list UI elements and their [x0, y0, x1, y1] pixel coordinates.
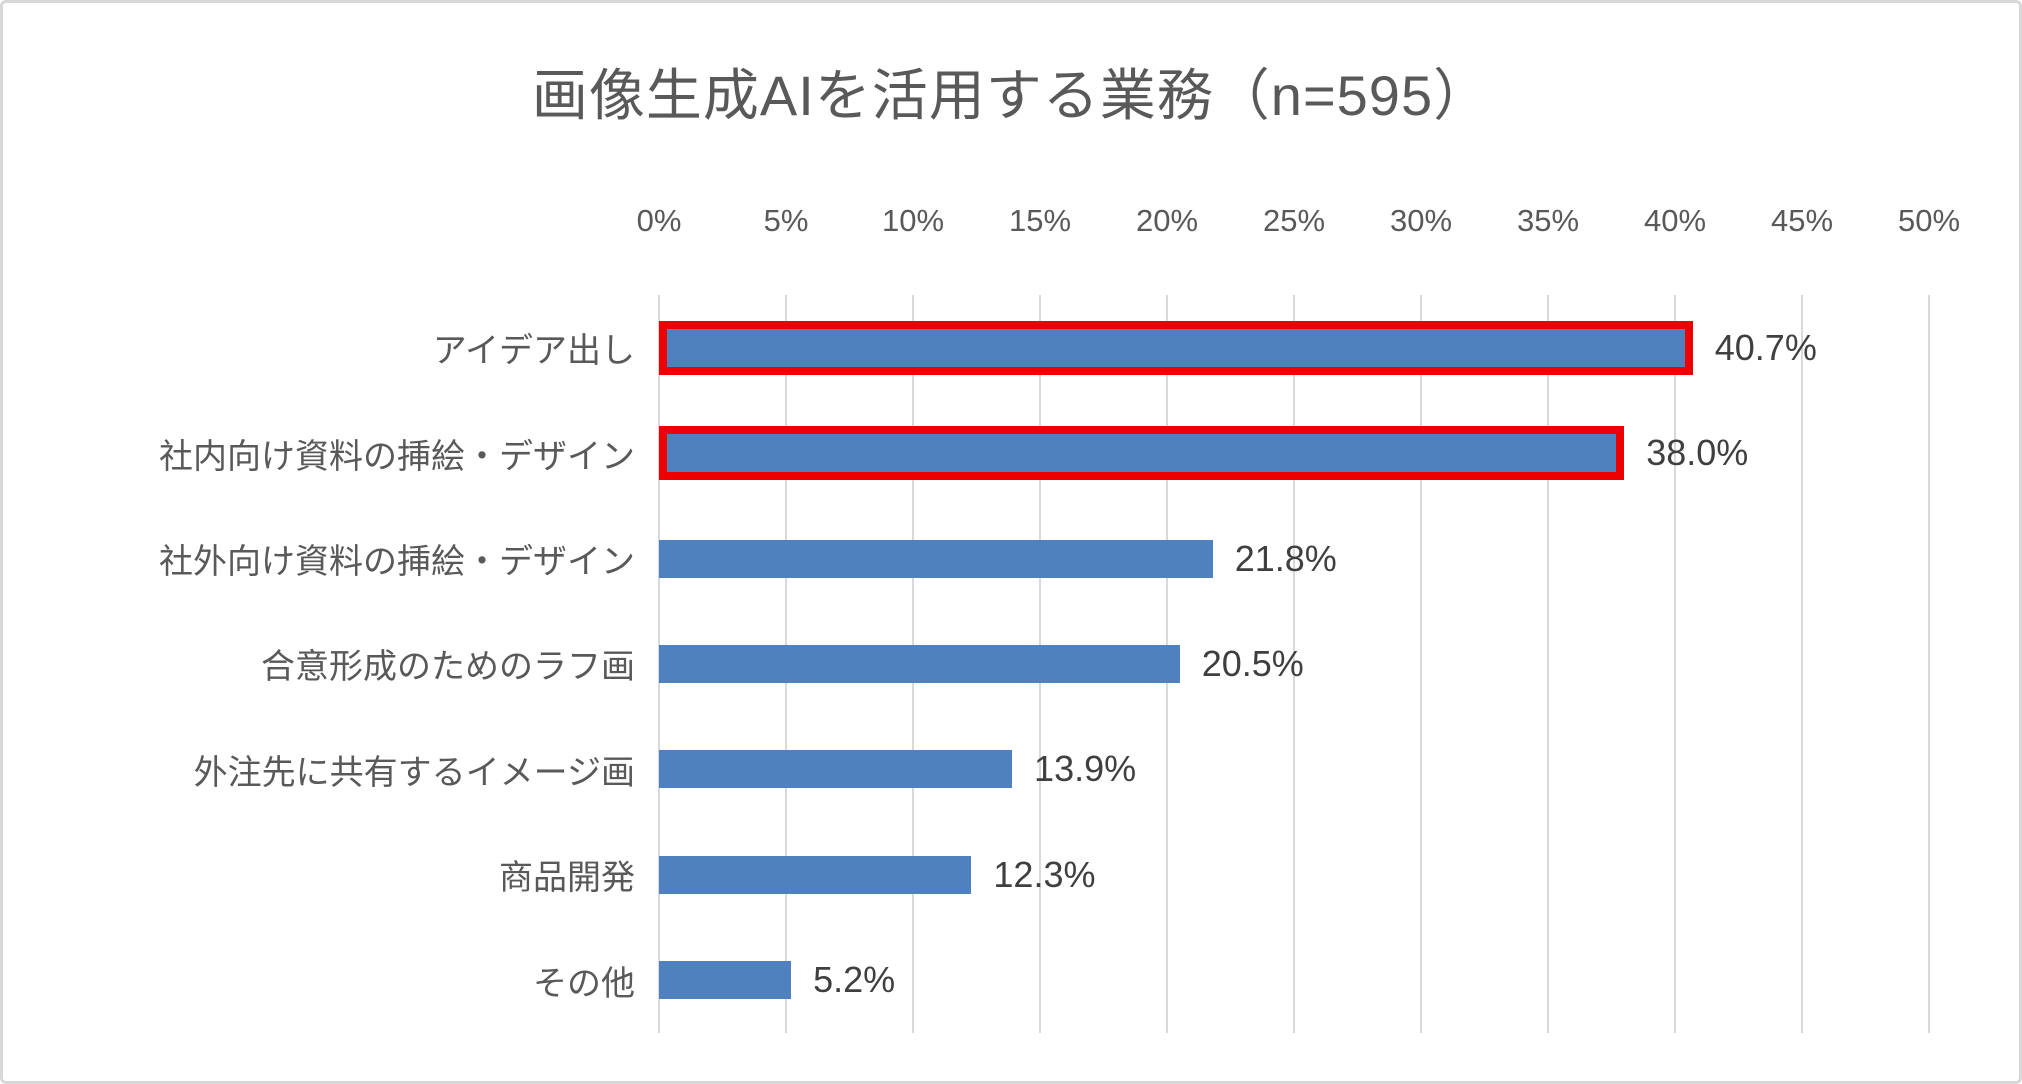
category-label: 外注先に共有するイメージ画 — [193, 753, 635, 792]
bar-value-label: 13.9% — [1034, 748, 1137, 790]
bar — [659, 320, 1693, 375]
bar-row: 12.3% — [659, 822, 1929, 927]
gridline — [1293, 295, 1295, 1033]
category-label: 社内向け資料の挿絵・デザイン — [159, 437, 635, 476]
category-label: 社外向け資料の挿絵・デザイン — [159, 543, 635, 582]
plot-area: 40.7% 38.0% 21.8% 20.5% 13.9% 12.3% 5.2% — [658, 295, 1930, 1033]
bar-value-label: 21.8% — [1234, 537, 1337, 579]
bar — [659, 426, 1625, 481]
bar-row: 21.8% — [659, 506, 1929, 611]
bar-value-label: 20.5% — [1201, 642, 1304, 684]
gridline — [1674, 295, 1676, 1033]
x-tick-label: 45% — [1770, 203, 1834, 238]
bar-row: 5.2% — [659, 928, 1929, 1033]
bar-rows: 40.7% 38.0% 21.8% 20.5% 13.9% 12.3% 5.2% — [659, 295, 1929, 1033]
x-axis: 0% 5% 10% 15% 20% 25% 30% 35% 40% 45% 50% — [637, 203, 1960, 251]
gridline — [1801, 295, 1803, 1033]
x-tick-label: 35% — [1516, 203, 1580, 238]
x-tick-label: 0% — [636, 203, 682, 238]
y-axis-category-labels: アイデア出し社内向け資料の挿絵・デザイン 社外向け資料の挿絵・デザイン合意形成のた… — [23, 295, 635, 1033]
bar-value-label: 12.3% — [993, 853, 1096, 895]
bar-row: 20.5% — [659, 611, 1929, 716]
gridline — [1420, 295, 1422, 1033]
category-label: アイデア出し — [432, 332, 635, 371]
category-label: 商品開発 — [499, 859, 635, 898]
x-tick-label: 50% — [1897, 203, 1961, 238]
gridline — [1547, 295, 1549, 1033]
x-tick-label: 30% — [1389, 203, 1453, 238]
bar-value-label: 40.7% — [1714, 326, 1817, 368]
category-label: 合意形成のためのラフ画 — [261, 648, 635, 687]
bar — [659, 855, 972, 894]
x-tick-label: 25% — [1262, 203, 1326, 238]
x-tick-label: 5% — [763, 203, 809, 238]
x-tick-label: 20% — [1135, 203, 1199, 238]
category-label: その他 — [533, 964, 635, 1003]
bar-value-label: 38.0% — [1646, 432, 1749, 474]
x-tick-label: 10% — [881, 203, 945, 238]
chart-title: 画像生成AIを活用する業務（n=595） — [531, 64, 1491, 127]
bar — [659, 644, 1180, 683]
x-tick-label: 15% — [1008, 203, 1072, 238]
bar-row: 38.0% — [659, 400, 1929, 505]
x-tick-label: 40% — [1643, 203, 1707, 238]
bar-value-label: 5.2% — [813, 959, 896, 1001]
bar — [659, 539, 1213, 578]
bar-row: 40.7% — [659, 295, 1929, 400]
bar-row: 13.9% — [659, 717, 1929, 822]
bar — [659, 750, 1013, 789]
gridline — [1928, 295, 1930, 1033]
bar — [659, 961, 792, 1000]
